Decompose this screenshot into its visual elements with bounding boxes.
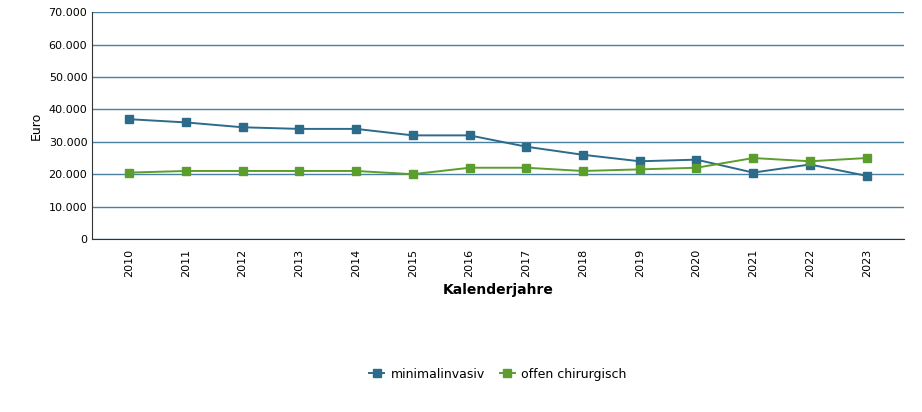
Line: minimalinvasiv: minimalinvasiv — [125, 115, 870, 180]
Line: offen chirurgisch: offen chirurgisch — [125, 154, 870, 178]
X-axis label: Kalenderjahre: Kalenderjahre — [443, 283, 553, 297]
Y-axis label: Euro: Euro — [30, 112, 43, 140]
minimalinvasiv — [634, 159, 645, 164]
offen chirurgisch — [464, 165, 475, 170]
offen chirurgisch — [181, 169, 192, 173]
offen chirurgisch — [861, 156, 872, 161]
offen chirurgisch — [124, 170, 135, 175]
minimalinvasiv — [748, 170, 759, 175]
minimalinvasiv — [861, 173, 872, 178]
minimalinvasiv — [181, 120, 192, 125]
offen chirurgisch — [521, 165, 532, 170]
offen chirurgisch — [408, 172, 419, 177]
offen chirurgisch — [577, 169, 588, 173]
minimalinvasiv — [521, 144, 532, 149]
minimalinvasiv — [124, 117, 135, 122]
offen chirurgisch — [350, 169, 361, 173]
Legend: minimalinvasiv, offen chirurgisch: minimalinvasiv, offen chirurgisch — [364, 363, 632, 386]
minimalinvasiv — [350, 126, 361, 131]
minimalinvasiv — [691, 157, 702, 162]
minimalinvasiv — [294, 126, 305, 131]
minimalinvasiv — [464, 133, 475, 138]
offen chirurgisch — [748, 156, 759, 161]
minimalinvasiv — [577, 152, 588, 157]
offen chirurgisch — [237, 169, 248, 173]
minimalinvasiv — [408, 133, 419, 138]
offen chirurgisch — [804, 159, 815, 164]
minimalinvasiv — [237, 125, 248, 130]
offen chirurgisch — [691, 165, 702, 170]
offen chirurgisch — [634, 167, 645, 172]
offen chirurgisch — [294, 169, 305, 173]
minimalinvasiv — [804, 162, 815, 167]
